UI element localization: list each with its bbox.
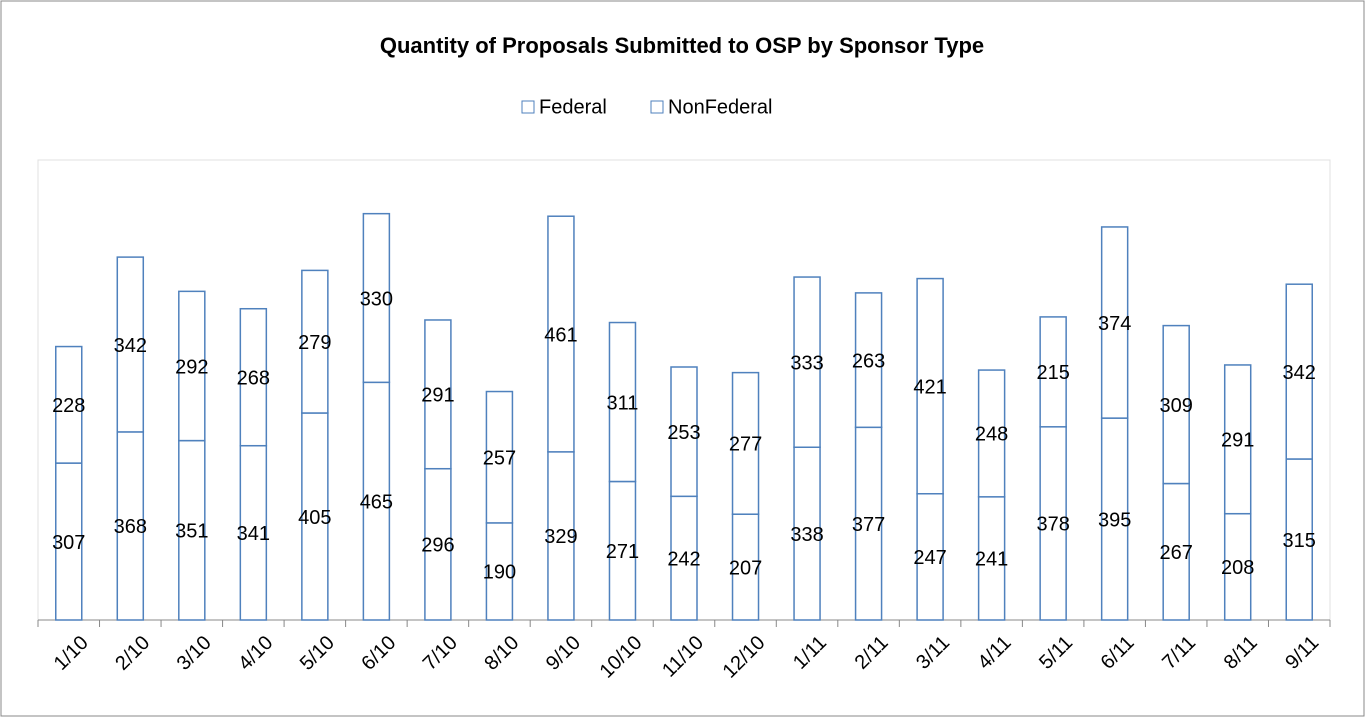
data-label: 277 — [729, 434, 762, 456]
bar-segment — [485, 522, 514, 621]
bar-segment — [116, 256, 145, 433]
data-label: 377 — [852, 514, 885, 536]
data-label: 228 — [52, 395, 85, 417]
data-label: 329 — [544, 526, 577, 548]
data-label: 368 — [114, 516, 147, 538]
data-label: 315 — [1283, 530, 1316, 552]
data-label: 405 — [298, 507, 331, 529]
data-label: 247 — [913, 547, 946, 569]
data-label: 296 — [421, 535, 454, 557]
bar-segment — [1223, 512, 1252, 621]
bar-segment — [1285, 283, 1313, 460]
legend-label: Federal — [539, 96, 607, 118]
bar-segment — [55, 345, 83, 464]
data-label: 342 — [114, 335, 147, 357]
data-label: 268 — [237, 368, 270, 390]
bar-segment — [239, 307, 268, 447]
bar-segment — [1100, 417, 1129, 621]
data-label: 333 — [790, 352, 823, 374]
bar-segment — [1039, 316, 1067, 428]
data-label: 215 — [1036, 362, 1069, 384]
data-label: 461 — [544, 324, 577, 346]
data-label: 351 — [175, 521, 208, 543]
data-label: 465 — [360, 491, 393, 513]
bar-segment — [670, 366, 698, 498]
data-label: 257 — [483, 447, 516, 469]
bar-segment — [547, 215, 575, 453]
data-label: 395 — [1098, 509, 1131, 531]
data-label: 253 — [667, 422, 700, 444]
data-label: 208 — [1221, 557, 1254, 579]
bar-segment — [178, 290, 206, 442]
bar-segment — [977, 496, 1006, 621]
data-label: 311 — [607, 392, 639, 414]
chart-title: Quantity of Proposals Submitted to OSP b… — [380, 33, 984, 58]
bar-segment — [424, 319, 452, 470]
data-label: 307 — [52, 532, 85, 554]
data-label: 190 — [483, 562, 516, 584]
data-label: 242 — [667, 548, 700, 570]
bar-segment — [793, 446, 821, 621]
bar-segment — [608, 321, 637, 483]
bar-segment — [977, 369, 1006, 498]
data-label: 279 — [298, 332, 331, 354]
bar-segment — [55, 462, 83, 621]
bar-segment — [854, 292, 883, 429]
data-label: 342 — [1283, 362, 1316, 384]
bar-segment — [670, 495, 698, 621]
bar-segment — [362, 381, 391, 621]
data-label: 378 — [1036, 514, 1069, 536]
bar-segment — [1162, 482, 1190, 621]
data-label: 241 — [975, 549, 1008, 571]
data-label: 292 — [175, 356, 208, 378]
data-label: 341 — [237, 523, 270, 545]
legend-swatch — [650, 100, 664, 114]
data-label: 291 — [1221, 430, 1254, 452]
bar-segment — [301, 269, 329, 414]
bar-segment — [793, 276, 821, 448]
bar-segment — [239, 444, 268, 621]
legend-swatch — [521, 100, 535, 114]
bar-segment — [1162, 324, 1190, 485]
data-label: 338 — [790, 524, 823, 546]
bar-segment — [116, 431, 145, 621]
legend-label: NonFederal — [668, 96, 773, 118]
bar-segment — [362, 212, 391, 384]
data-label: 291 — [421, 385, 454, 407]
bar-segment — [1039, 426, 1067, 621]
data-label: 330 — [360, 288, 393, 310]
data-label: 271 — [606, 541, 639, 563]
bar-segment — [1100, 226, 1129, 419]
data-label: 309 — [1160, 395, 1193, 417]
data-label: 248 — [975, 424, 1008, 446]
bar-segment — [731, 371, 760, 515]
data-label: 207 — [729, 557, 762, 579]
bar-segment — [485, 390, 514, 524]
data-label: 421 — [913, 376, 946, 398]
bar-segment — [424, 467, 452, 621]
bar-segment — [178, 439, 206, 621]
bar-segment — [1223, 364, 1252, 515]
data-label: 267 — [1160, 542, 1193, 564]
bar-segment — [916, 277, 944, 495]
data-label: 374 — [1098, 313, 1131, 335]
data-label: 263 — [852, 350, 885, 372]
